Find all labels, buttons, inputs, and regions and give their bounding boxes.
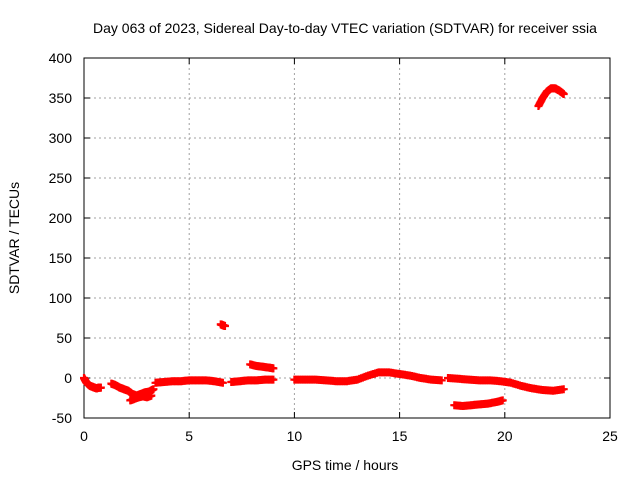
series-seg-d-upper bbox=[246, 360, 278, 373]
series-seg-f-lower bbox=[450, 396, 507, 410]
y-tick-label: 100 bbox=[49, 290, 73, 306]
y-axis-label: SDTVAR / TECUs bbox=[6, 182, 22, 294]
data-point bbox=[498, 396, 507, 405]
y-tick-label: 350 bbox=[49, 90, 73, 106]
y-tick-label: 200 bbox=[49, 210, 73, 226]
y-tick-label: 150 bbox=[49, 250, 73, 266]
data-point bbox=[220, 322, 229, 330]
series-seg-e bbox=[290, 368, 446, 386]
axis-ticks: 0 5 10 15 20 25 -50 0 50 100 150 200 250 300 350 400 bbox=[49, 50, 618, 444]
series-seg-c-outlier bbox=[216, 320, 229, 330]
data-point bbox=[559, 385, 568, 394]
data-points bbox=[80, 84, 568, 410]
data-point bbox=[218, 378, 227, 387]
data-point bbox=[559, 90, 568, 98]
x-tick-label: 20 bbox=[497, 428, 513, 444]
x-tick-label: 10 bbox=[287, 428, 303, 444]
x-tick-label: 25 bbox=[602, 428, 618, 444]
series-seg-g bbox=[534, 84, 568, 110]
data-point bbox=[147, 391, 156, 400]
data-point bbox=[269, 364, 278, 373]
data-point bbox=[437, 376, 446, 385]
series-seg-a bbox=[80, 374, 105, 393]
y-tick-label: 400 bbox=[49, 50, 73, 66]
x-tick-label: 0 bbox=[80, 428, 88, 444]
series-seg-b-low bbox=[126, 391, 156, 405]
x-tick-label: 15 bbox=[392, 428, 408, 444]
data-point bbox=[96, 383, 105, 392]
x-tick-label: 5 bbox=[185, 428, 193, 444]
x-axis-label: GPS time / hours bbox=[292, 457, 399, 473]
chart-title: Day 063 of 2023, Sidereal Day-to-day VTE… bbox=[93, 20, 597, 36]
series-seg-d bbox=[227, 375, 278, 386]
y-tick-label: 300 bbox=[49, 130, 73, 146]
grid-lines bbox=[84, 58, 610, 418]
y-tick-label: -50 bbox=[52, 410, 72, 426]
plot-frame bbox=[83, 57, 611, 419]
y-tick-label: 250 bbox=[49, 170, 73, 186]
series-seg-c bbox=[151, 376, 227, 387]
data-point bbox=[269, 375, 278, 384]
y-tick-label: 50 bbox=[56, 330, 72, 346]
y-tick-label: 0 bbox=[64, 370, 72, 386]
data-point bbox=[149, 385, 158, 394]
series-seg-f bbox=[443, 374, 568, 395]
